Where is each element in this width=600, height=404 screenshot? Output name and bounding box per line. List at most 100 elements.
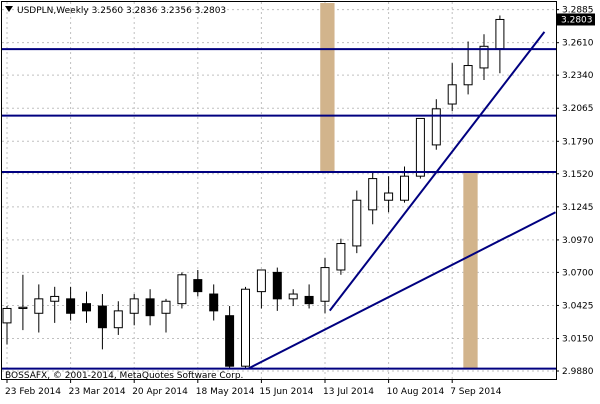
candle [384, 176, 394, 213]
y-tick-label: 3.0970 [562, 236, 594, 246]
trendline [248, 211, 557, 370]
x-tick-label: 23 Mar 2014 [69, 387, 126, 397]
highlight-band [463, 171, 478, 369]
candle-body-bullish [415, 117, 425, 177]
y-tick-label: 2.9880 [562, 367, 594, 377]
candle [256, 269, 266, 309]
candle [447, 63, 457, 112]
candle-body-bullish [431, 108, 441, 146]
candle-body-bearish [97, 305, 107, 329]
trendline [328, 31, 546, 312]
candle-body-bullish [177, 274, 187, 305]
candle [352, 190, 362, 254]
candle [113, 301, 123, 335]
chart-header: USDPLN,Weekly 3.2560 3.2836 3.2356 3.280… [5, 6, 226, 16]
candle-body-bullish [336, 243, 346, 271]
plot-frame [1, 1, 557, 380]
y-tick-label: 3.2610 [562, 39, 594, 49]
y-tick-label: 3.0700 [562, 268, 594, 278]
candle [368, 171, 378, 225]
candle [129, 294, 139, 326]
highlight-band [320, 3, 335, 172]
candle [431, 99, 441, 150]
candle [479, 34, 489, 80]
y-tick-label: 3.1245 [562, 203, 594, 213]
y-tick-label: 3.1520 [562, 170, 594, 180]
x-tick-label: 15 Jun 2014 [259, 387, 313, 397]
candle-body-bearish [82, 303, 91, 312]
candle [336, 238, 346, 275]
candle-body-bullish [113, 310, 123, 329]
candle [18, 274, 28, 331]
candle [82, 291, 91, 323]
candle-body-bullish [479, 45, 489, 69]
y-tick-label: 3.2340 [562, 71, 594, 81]
candle-body-bullish [495, 18, 505, 50]
axes: 3.2885 3.2610 3.2340 3.2065 3.1790 3.1520 3.12… [5, 6, 595, 397]
current-price-box [557, 13, 595, 26]
candle-body-bullish [368, 178, 378, 211]
collapse-triangle-icon[interactable] [5, 6, 13, 12]
candle-body-bearish [145, 298, 155, 317]
candle [241, 286, 250, 369]
candle-body-bullish [241, 288, 250, 367]
candle [463, 41, 473, 95]
candle-body-bearish [209, 293, 219, 312]
candle-body-bullish [129, 298, 139, 314]
candle-body-bearish [225, 315, 235, 367]
candle [97, 294, 107, 350]
candle [34, 284, 44, 333]
current-price-label: 3.2803 [561, 15, 593, 25]
candle-body-bullish [447, 84, 457, 105]
y-tick-label: 3.0150 [562, 335, 594, 345]
candle-body-bullish [18, 306, 28, 309]
candle-body-bearish [304, 295, 314, 305]
candle [415, 117, 425, 179]
candle [288, 289, 298, 307]
candle [225, 306, 235, 369]
candle [320, 257, 330, 314]
highlight-bands [320, 3, 478, 369]
y-tick-label: 3.2885 [562, 6, 594, 16]
candle [304, 284, 314, 309]
candle-body-bullish [50, 295, 60, 302]
drawn-lines [2, 31, 557, 370]
candle-body-bearish [66, 298, 76, 314]
candle [2, 306, 12, 345]
candles [2, 15, 505, 369]
candle-body-bullish [352, 199, 362, 247]
y-tick-label: 3.1790 [562, 137, 594, 147]
candle [272, 267, 282, 311]
candle-body-bullish [384, 192, 394, 201]
x-tick-label: 13 Jul 2014 [323, 387, 374, 397]
candle [161, 298, 171, 333]
candle-body-bullish [320, 267, 330, 302]
x-tick-label: 18 May 2014 [196, 387, 255, 397]
candle [145, 289, 155, 326]
candle [50, 286, 60, 323]
candle [66, 286, 76, 321]
y-tick-label: 3.0425 [562, 301, 594, 311]
candle-body-bullish [463, 65, 473, 86]
candle-body-bullish [161, 300, 171, 314]
x-tick-label: 20 Apr 2014 [132, 387, 188, 397]
candle-body-bullish [34, 298, 44, 314]
candle-body-bearish [272, 271, 282, 300]
candle-body-bullish [256, 269, 266, 293]
candle-body-bearish [193, 279, 203, 293]
candle [177, 272, 187, 309]
candle-body-bullish [288, 293, 298, 300]
copyright-label: BOSSAFX, © 2001-2014, MetaQuotes Softwar… [5, 371, 243, 381]
candle-body-bullish [400, 175, 409, 201]
x-tick-label: 23 Feb 2014 [5, 387, 61, 397]
y-tick-label: 3.2065 [562, 104, 594, 114]
chart-title: USDPLN,Weekly 3.2560 3.2836 3.2356 3.280… [17, 6, 226, 16]
x-tick-label: 7 Sep 2014 [450, 387, 502, 397]
candle-body-bullish [2, 307, 12, 324]
x-tick-label: 10 Aug 2014 [387, 387, 445, 397]
candle [209, 284, 219, 321]
candle [193, 269, 203, 297]
